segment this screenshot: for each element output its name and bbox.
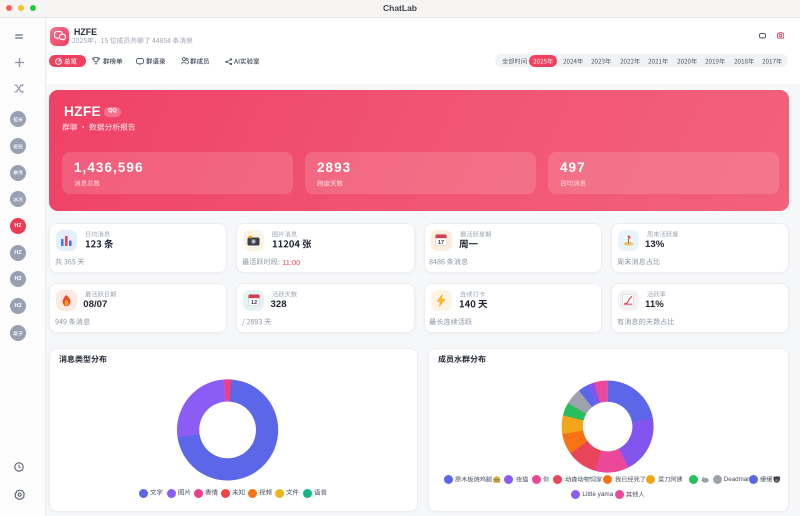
svg-text:12: 12 — [251, 300, 257, 306]
svg-text:17: 17 — [438, 240, 444, 246]
